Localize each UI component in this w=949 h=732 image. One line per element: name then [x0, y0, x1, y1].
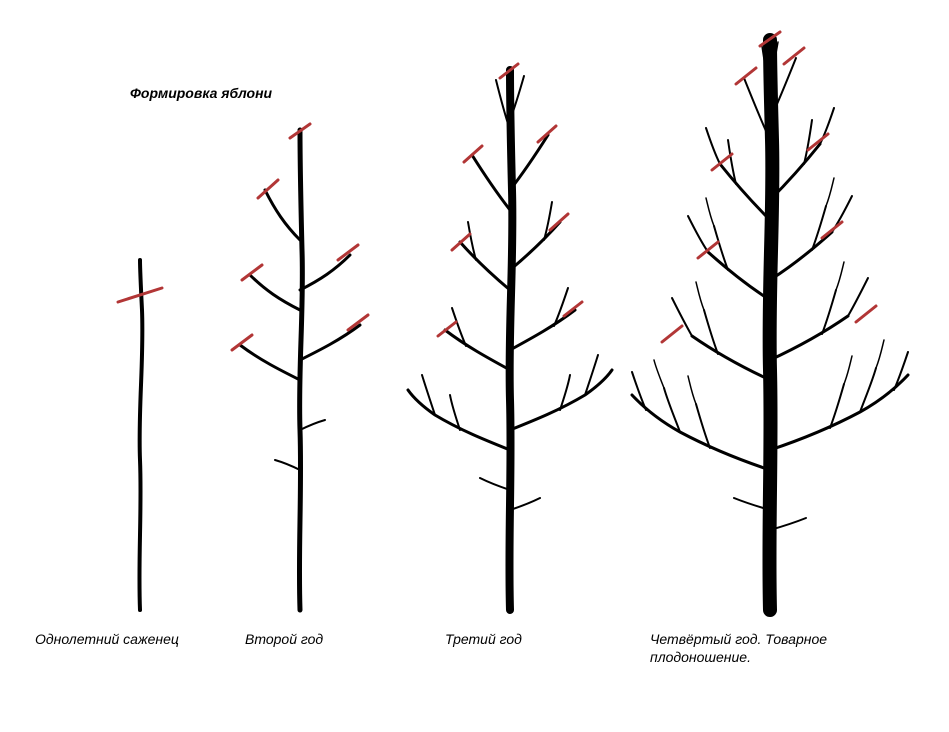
branch-8 — [876, 340, 884, 368]
cut-mark-5 — [538, 126, 556, 142]
branch-18 — [480, 478, 510, 490]
branch-12 — [692, 336, 770, 380]
branch-18 — [836, 262, 844, 290]
branch-4 — [265, 190, 300, 240]
trunk — [509, 70, 512, 610]
branch-19 — [510, 498, 540, 510]
branch-5 — [632, 372, 646, 410]
branch-20 — [708, 252, 770, 300]
caption-3: Четвёртый год. Товарноеплодоношение. — [650, 630, 827, 666]
branch-11 — [894, 352, 908, 390]
tree-year4 — [620, 40, 920, 610]
cut-mark-2 — [698, 242, 718, 258]
branch-30 — [706, 128, 720, 164]
branch-2 — [250, 275, 300, 310]
diagram-title: Формировка яблони — [130, 85, 272, 101]
branch-10 — [844, 356, 852, 384]
branch-3 — [300, 255, 350, 290]
caption-0: Однолетний саженец — [35, 630, 179, 648]
branch-6 — [445, 330, 510, 370]
branch-23 — [688, 216, 708, 252]
cut-mark-1 — [564, 302, 582, 316]
caption-2: Третий год — [445, 630, 522, 648]
tree-year2 — [210, 130, 390, 610]
branch-26 — [826, 178, 834, 206]
branch-10 — [460, 242, 510, 290]
cut-mark-0 — [438, 322, 456, 336]
branch-3 — [510, 370, 612, 430]
branch-22 — [706, 198, 714, 226]
branch-6 — [275, 460, 300, 470]
branch-14 — [472, 155, 510, 210]
trunk — [299, 130, 302, 610]
caption-1: Второй год — [245, 630, 323, 648]
trunk — [139, 260, 142, 610]
branch-15 — [510, 135, 548, 190]
cut-mark-3 — [822, 222, 842, 238]
branch-4 — [688, 376, 696, 404]
branch-5 — [300, 420, 325, 430]
branch-14 — [696, 282, 704, 310]
branch-6 — [770, 375, 908, 450]
branch-0 — [408, 390, 510, 450]
branch-2 — [654, 360, 664, 388]
trunk — [769, 40, 772, 610]
cut-mark-1 — [856, 306, 876, 322]
tree-year1 — [100, 260, 180, 610]
branch-28 — [720, 164, 770, 220]
branch-0 — [632, 395, 770, 470]
tree-year3 — [400, 70, 620, 610]
branch-19 — [848, 278, 868, 316]
branch-1 — [300, 325, 360, 360]
cut-mark-2 — [452, 234, 470, 250]
cut-mark-4 — [464, 146, 482, 162]
branch-0 — [240, 345, 300, 380]
cut-mark-3 — [550, 214, 568, 230]
cut-mark-0 — [662, 326, 682, 342]
branch-16 — [770, 316, 848, 360]
